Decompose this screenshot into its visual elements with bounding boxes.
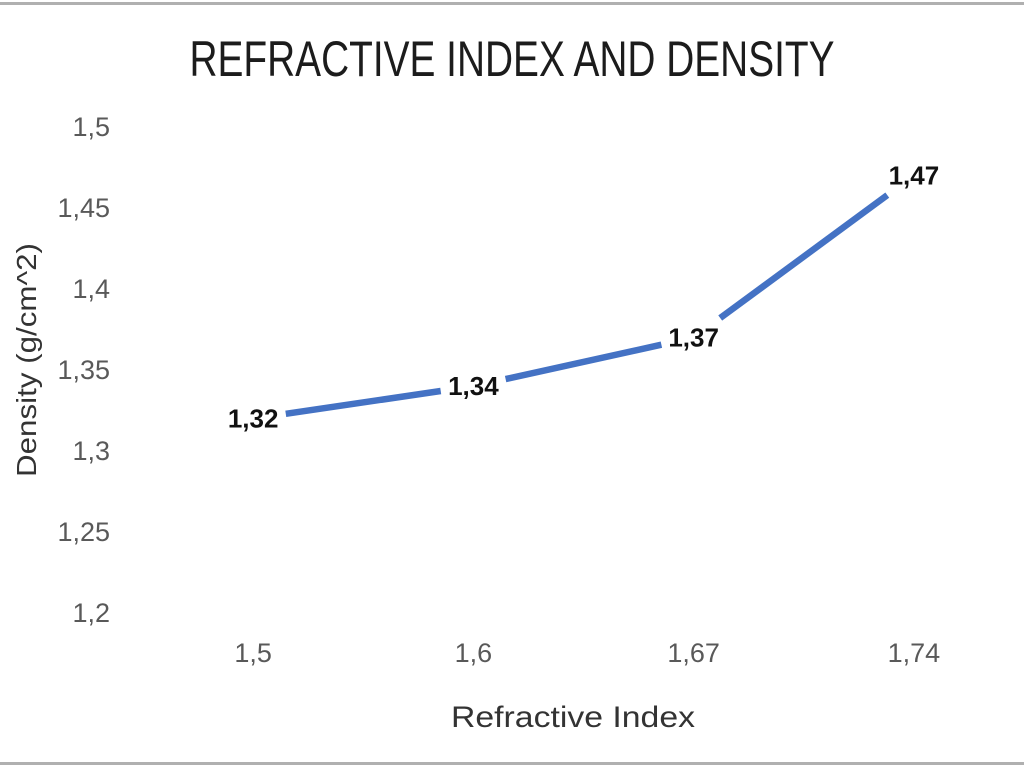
y-tick-label: 1,3 [72,436,110,466]
x-tick-label: 1,6 [455,638,493,668]
y-tick-label: 1,35 [57,355,110,385]
x-tick-label: 1,5 [234,638,272,668]
data-label: 1,37 [668,323,719,353]
x-tick-label: 1,74 [888,638,941,668]
y-tick-label: 1,25 [57,517,110,547]
series-line-segment [504,341,663,383]
y-axis-title: Density (g/cm^2) [11,243,42,477]
data-label: 1,47 [889,161,940,191]
chart-title: REFRACTIVE INDEX AND DENSITY [190,31,835,87]
y-axis-tick-labels: 1,5 1,45 1,4 1,35 1,3 1,25 1,2 [57,112,110,628]
y-tick-label: 1,5 [72,112,110,142]
density-series-line [285,192,890,418]
window-edge-top [0,2,1024,5]
data-label: 1,32 [228,404,279,434]
x-tick-label: 1,67 [667,638,720,668]
window-edge-bottom [0,762,1024,765]
x-axis-tick-labels: 1,5 1,6 1,67 1,74 [234,638,940,668]
data-label: 1,34 [448,371,499,401]
x-axis-title: Refractive Index [451,701,695,734]
y-tick-label: 1,2 [72,598,110,628]
y-tick-label: 1,4 [72,274,110,304]
series-data-labels: 1,32 1,34 1,37 1,47 [228,161,939,434]
series-line-segment [718,192,890,321]
y-tick-label: 1,45 [57,193,110,223]
series-line-segment [285,387,442,418]
